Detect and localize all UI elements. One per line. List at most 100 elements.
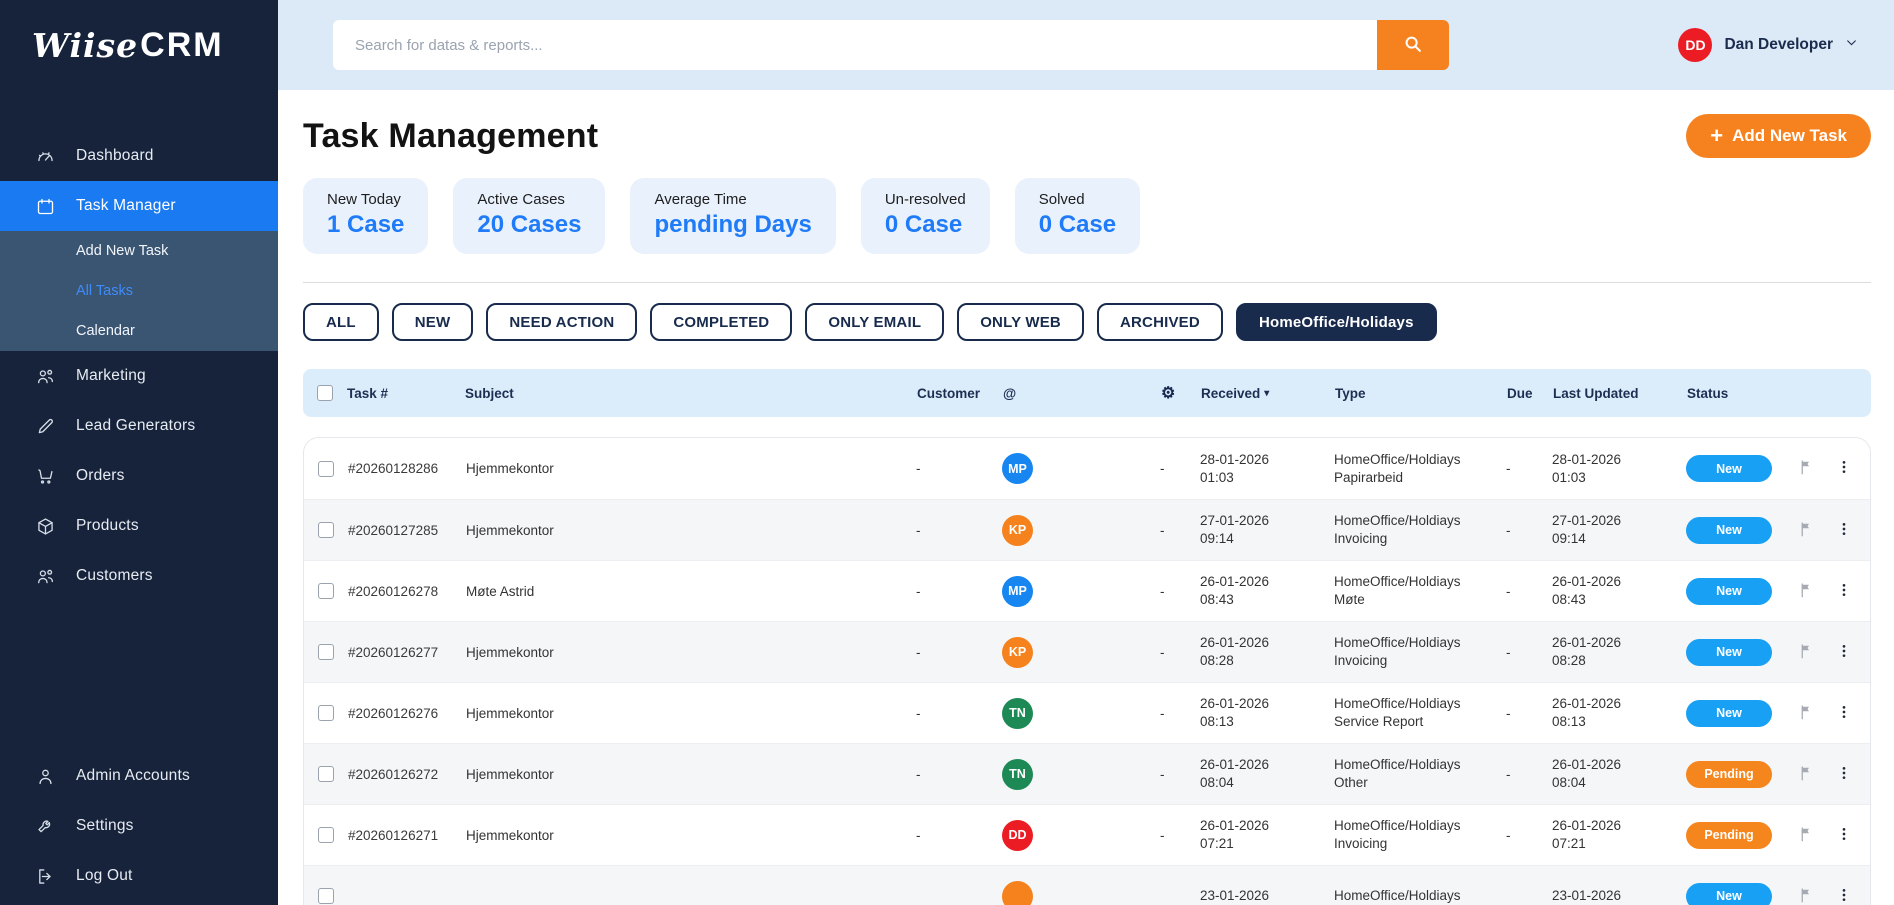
task-manager-submenu: Add New Task All Tasks Calendar xyxy=(0,231,278,351)
stat-card-unresolved: Un-resolved 0 Case xyxy=(860,178,990,254)
task-subject: Møte Astrid xyxy=(466,583,535,599)
table-row[interactable]: #20260126276 Hjemmekontor - TN - 26-01-2… xyxy=(304,682,1870,743)
gear-column-value: - xyxy=(1160,583,1165,599)
flag-icon[interactable] xyxy=(1798,581,1836,602)
received-datetime: 26-01-2026 08:43 xyxy=(1200,574,1270,607)
row-checkbox[interactable] xyxy=(318,460,334,477)
content: Task Management + Add New Task New Today… xyxy=(278,90,1894,905)
flag-icon[interactable] xyxy=(1798,886,1836,905)
sidebar-item-label: Task Manager xyxy=(76,197,176,214)
kebab-menu-icon[interactable] xyxy=(1836,458,1870,479)
sidebar-item-orders[interactable]: Orders xyxy=(0,451,278,501)
page-header: Task Management + Add New Task xyxy=(303,110,1871,162)
row-checkbox[interactable] xyxy=(318,644,334,660)
filter-archived[interactable]: ARCHIVED xyxy=(1096,303,1223,341)
row-checkbox[interactable] xyxy=(318,766,334,782)
gear-column-value: - xyxy=(1160,644,1165,660)
row-checkbox[interactable] xyxy=(318,827,334,843)
task-type: HomeOffice/Holdiays Papirarbeid xyxy=(1334,451,1461,485)
flag-icon[interactable] xyxy=(1798,642,1836,663)
task-type: HomeOffice/Holdiays Other xyxy=(1334,757,1461,790)
kebab-menu-icon[interactable] xyxy=(1836,764,1870,785)
table-row[interactable]: #20260126271 Hjemmekontor - DD - 26-01-2… xyxy=(304,804,1870,865)
table-row[interactable]: #20260126277 Hjemmekontor - KP - 26-01-2… xyxy=(304,621,1870,682)
customer-value: - xyxy=(916,827,921,843)
due-value: - xyxy=(1506,644,1511,660)
assignee-avatar[interactable]: MP xyxy=(1002,575,1033,607)
task-subject: Hjemmekontor xyxy=(466,766,554,782)
sidebar-item-marketing[interactable]: Marketing xyxy=(0,351,278,401)
sidebar-subitem-add-new-task[interactable]: Add New Task xyxy=(76,243,169,259)
task-number: #20260127285 xyxy=(348,522,439,538)
kebab-menu-icon[interactable] xyxy=(1836,581,1870,602)
sidebar-item-admin-accounts[interactable]: Admin Accounts xyxy=(0,751,278,801)
add-new-task-button[interactable]: + Add New Task xyxy=(1686,114,1871,158)
assignee-avatar[interactable]: TN xyxy=(1002,758,1033,790)
flag-icon[interactable] xyxy=(1798,458,1836,479)
table-row[interactable]: #20260127285 Hjemmekontor - KP - 27-01-2… xyxy=(304,499,1870,560)
row-checkbox[interactable] xyxy=(318,888,334,904)
assignee-avatar[interactable]: TN xyxy=(1002,697,1033,729)
sidebar-item-task-manager[interactable]: Task Manager xyxy=(0,181,278,231)
select-all-checkbox[interactable] xyxy=(317,385,333,401)
task-table: #20260128286 Hjemmekontor - MP - 28-01-2… xyxy=(303,437,1871,905)
sidebar-subitem-all-tasks[interactable]: All Tasks xyxy=(76,283,133,299)
filter-only-web[interactable]: ONLY WEB xyxy=(957,303,1084,341)
sidebar-item-log-out[interactable]: Log Out xyxy=(0,851,278,901)
user-avatar: DD xyxy=(1678,28,1713,62)
last-updated-datetime: 26-01-2026 08:04 xyxy=(1552,757,1622,790)
filter-all[interactable]: ALL xyxy=(303,303,379,341)
stat-label: Solved xyxy=(1038,191,1085,208)
received-datetime: 26-01-2026 08:28 xyxy=(1200,635,1270,668)
sidebar-item-customers[interactable]: Customers xyxy=(0,551,278,601)
kebab-menu-icon[interactable] xyxy=(1836,642,1870,663)
filter-completed[interactable]: COMPLETED xyxy=(650,303,793,341)
assignee-avatar[interactable]: DD xyxy=(1002,819,1033,851)
sidebar-item-lead-generators[interactable]: Lead Generators xyxy=(0,401,278,451)
row-checkbox[interactable] xyxy=(318,583,334,599)
status-badge: New xyxy=(1686,699,1772,727)
flag-icon[interactable] xyxy=(1798,825,1836,846)
filter-need-action[interactable]: NEED ACTION xyxy=(486,303,638,341)
table-row[interactable]: #20260126278 Møte Astrid - MP - 26-01-20… xyxy=(304,560,1870,621)
add-new-task-label: Add New Task xyxy=(1732,126,1847,145)
search-button[interactable] xyxy=(1377,20,1449,70)
filter-new[interactable]: NEW xyxy=(391,303,474,341)
assignee-avatar[interactable]: KP xyxy=(1002,514,1033,546)
sidebar-item-label: Dashboard xyxy=(76,147,154,164)
status-badge: New xyxy=(1686,455,1772,482)
received-datetime: 23-01-2026 xyxy=(1200,888,1270,903)
sidebar-item-dashboard[interactable]: Dashboard xyxy=(0,131,278,181)
sidebar-item-products[interactable]: Products xyxy=(0,501,278,551)
search-input[interactable] xyxy=(333,20,1377,70)
wrench-icon xyxy=(34,815,56,837)
row-checkbox[interactable] xyxy=(318,522,334,538)
due-value: - xyxy=(1506,766,1511,782)
table-row[interactable]: #20260128286 Hjemmekontor - MP - 28-01-2… xyxy=(304,438,1870,499)
table-row[interactable]: #20260126272 Hjemmekontor - TN - 26-01-2… xyxy=(304,743,1870,804)
row-checkbox[interactable] xyxy=(318,705,334,721)
assignee-avatar[interactable]: KP xyxy=(1002,636,1033,668)
kebab-menu-icon[interactable] xyxy=(1836,520,1870,541)
header-task-number: Task # xyxy=(347,385,389,401)
sidebar-subitem-calendar[interactable]: Calendar xyxy=(76,323,135,339)
flag-icon[interactable] xyxy=(1798,520,1836,541)
kebab-menu-icon[interactable] xyxy=(1836,886,1870,905)
flag-icon[interactable] xyxy=(1798,764,1836,785)
task-subject: Hjemmekontor xyxy=(466,705,554,721)
sidebar-item-settings[interactable]: Settings xyxy=(0,801,278,851)
gear-icon[interactable]: ⚙ xyxy=(1161,385,1176,402)
assignee-avatar[interactable] xyxy=(1002,880,1033,905)
header-received-sort[interactable]: Received ▾ xyxy=(1201,386,1335,401)
flag-icon[interactable] xyxy=(1798,703,1836,724)
sidebar-item-label: Settings xyxy=(76,817,134,834)
filter-only-email[interactable]: ONLY EMAIL xyxy=(805,303,945,341)
task-number: #20260126277 xyxy=(348,644,439,660)
assignee-avatar[interactable]: MP xyxy=(1002,453,1033,484)
table-row[interactable]: 23-01-2026 HomeOffice/Holdiays 23-01-202… xyxy=(304,865,1870,905)
filter-homeoffice-holidays[interactable]: HomeOffice/Holidays xyxy=(1235,303,1437,341)
kebab-menu-icon[interactable] xyxy=(1836,825,1870,846)
user-menu[interactable]: DD Dan Developer xyxy=(1678,28,1858,62)
kebab-menu-icon[interactable] xyxy=(1836,703,1870,724)
header-type: Type xyxy=(1335,385,1366,401)
